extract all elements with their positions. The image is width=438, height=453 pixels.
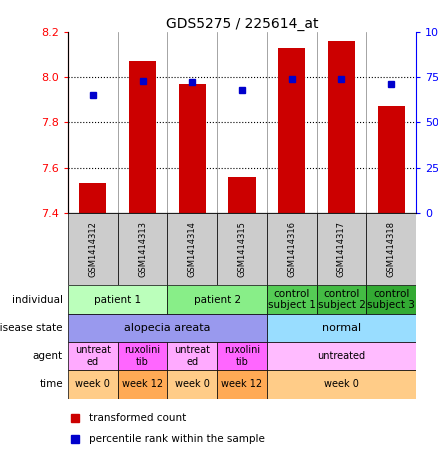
Bar bbox=[317, 213, 366, 285]
Text: GSM1414316: GSM1414316 bbox=[287, 221, 296, 277]
Text: GSM1414314: GSM1414314 bbox=[188, 221, 197, 277]
Bar bbox=[378, 106, 405, 213]
Text: disease state: disease state bbox=[0, 323, 63, 333]
Text: normal: normal bbox=[322, 323, 361, 333]
Bar bbox=[217, 213, 267, 285]
Bar bbox=[267, 342, 416, 371]
Text: week 12: week 12 bbox=[122, 380, 163, 390]
Text: week 0: week 0 bbox=[324, 380, 359, 390]
Bar bbox=[167, 342, 217, 371]
Bar bbox=[267, 213, 317, 285]
Bar bbox=[267, 285, 317, 314]
Bar bbox=[79, 183, 106, 213]
Bar bbox=[129, 61, 156, 213]
Bar bbox=[217, 342, 267, 371]
Text: week 0: week 0 bbox=[175, 380, 210, 390]
Bar bbox=[167, 213, 217, 285]
Text: week 0: week 0 bbox=[75, 380, 110, 390]
Text: ruxolini
tib: ruxolini tib bbox=[224, 345, 260, 367]
Text: untreat
ed: untreat ed bbox=[174, 345, 210, 367]
Bar bbox=[179, 84, 206, 213]
Bar bbox=[68, 285, 167, 314]
Bar bbox=[217, 371, 267, 399]
Bar bbox=[328, 41, 355, 213]
Text: untreat
ed: untreat ed bbox=[75, 345, 111, 367]
Text: GSM1414312: GSM1414312 bbox=[88, 221, 97, 277]
Text: patient 2: patient 2 bbox=[194, 294, 241, 304]
Bar bbox=[68, 371, 118, 399]
Text: time: time bbox=[39, 380, 63, 390]
Text: transformed count: transformed count bbox=[89, 413, 186, 423]
Bar bbox=[118, 342, 167, 371]
Bar bbox=[366, 213, 416, 285]
Bar bbox=[278, 48, 305, 213]
Text: individual: individual bbox=[12, 294, 63, 304]
Text: patient 1: patient 1 bbox=[94, 294, 141, 304]
Text: GSM1414317: GSM1414317 bbox=[337, 221, 346, 277]
Bar bbox=[267, 314, 416, 342]
Text: control
subject 3: control subject 3 bbox=[367, 289, 415, 310]
Bar bbox=[68, 314, 267, 342]
Bar bbox=[167, 285, 267, 314]
Bar bbox=[167, 371, 217, 399]
Text: alopecia areata: alopecia areata bbox=[124, 323, 211, 333]
Bar bbox=[366, 285, 416, 314]
Text: GSM1414313: GSM1414313 bbox=[138, 221, 147, 277]
Bar bbox=[317, 285, 366, 314]
Text: percentile rank within the sample: percentile rank within the sample bbox=[89, 434, 265, 444]
Bar bbox=[68, 342, 118, 371]
Bar bbox=[267, 371, 416, 399]
Text: GSM1414315: GSM1414315 bbox=[237, 221, 247, 277]
Title: GDS5275 / 225614_at: GDS5275 / 225614_at bbox=[166, 17, 318, 31]
Text: GSM1414318: GSM1414318 bbox=[387, 221, 396, 277]
Text: untreated: untreated bbox=[318, 351, 366, 361]
Bar bbox=[118, 371, 167, 399]
Bar bbox=[118, 213, 167, 285]
Bar bbox=[228, 177, 256, 213]
Text: ruxolini
tib: ruxolini tib bbox=[124, 345, 161, 367]
Text: week 12: week 12 bbox=[222, 380, 262, 390]
Text: control
subject 2: control subject 2 bbox=[318, 289, 365, 310]
Text: agent: agent bbox=[33, 351, 63, 361]
Bar bbox=[68, 213, 118, 285]
Text: control
subject 1: control subject 1 bbox=[268, 289, 316, 310]
